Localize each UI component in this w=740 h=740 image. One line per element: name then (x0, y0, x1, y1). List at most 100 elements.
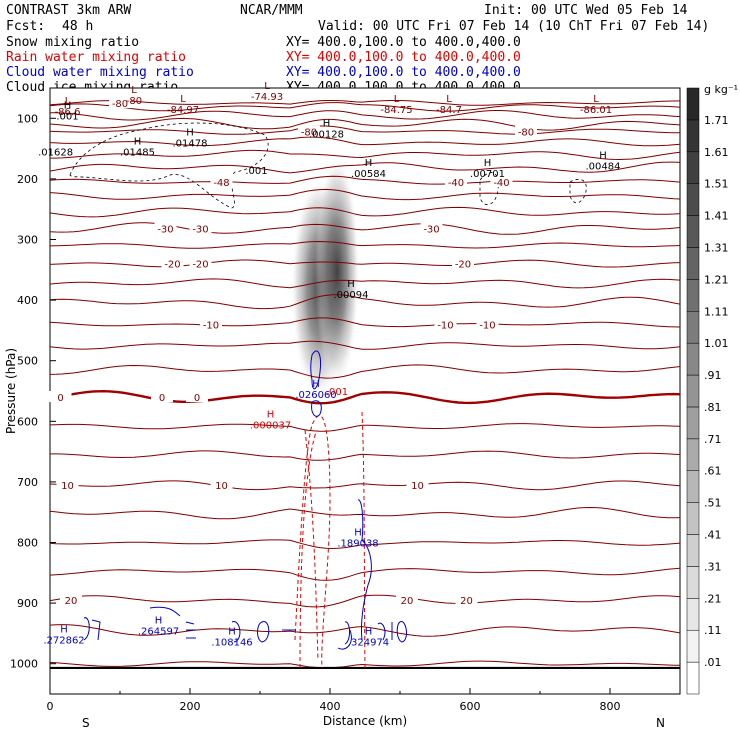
contour-label: -20 (192, 260, 208, 271)
extremum-value: .272862 (43, 635, 84, 646)
contour-label-bg (189, 257, 212, 269)
extremum-type: H (354, 528, 362, 539)
contour-label-bg (186, 391, 208, 403)
x-axis: 0 200 400 600 800 (47, 688, 621, 713)
cloud-water-contour (83, 606, 407, 645)
extremum-value: .00128 (309, 129, 344, 140)
contour-label: -10 (479, 320, 495, 331)
colorbar-swatch (686, 151, 700, 184)
temperature-isotherm (50, 110, 680, 121)
contour-label-bg (210, 175, 233, 187)
temperature-isotherm (50, 125, 680, 135)
contour-label-bg (420, 222, 443, 234)
temperature-isotherm (50, 340, 680, 350)
extremum-value: -80 (126, 96, 142, 107)
temperature-isotherm (50, 117, 680, 131)
rain-contour (294, 415, 331, 669)
snow-plume-core (315, 157, 359, 385)
extremum-type: H (134, 137, 142, 148)
x-axis-label: Distance (km) (323, 714, 407, 728)
colorbar-label: 1.11 (704, 305, 729, 318)
contour-label: 0 (194, 393, 200, 404)
temperature-isotherm (50, 294, 680, 310)
extremum-value: -84.97 (167, 105, 199, 116)
colorbar-swatch (686, 374, 700, 408)
extremum-type: L (180, 94, 186, 105)
contour-label: -40 (448, 178, 464, 189)
extremum-value: .189038 (337, 539, 378, 550)
extrema-markers: L-86.6L-80 L-84.97L-74.93 L-84.75L-84.7L-8… (38, 81, 620, 648)
colorbar-label: .91 (704, 369, 722, 382)
field-extent: XY= 400.0,100.0 to 400.0,400.0 (286, 35, 521, 50)
x-end-left: S (82, 716, 90, 730)
colorbar-label: 1.51 (704, 178, 729, 191)
colorbar-swatch (686, 438, 700, 471)
extremum-value: .01478 (173, 139, 208, 150)
contour-label-bg (476, 318, 499, 330)
x-tick-label: 0 (47, 700, 54, 713)
colorbar-swatch (686, 661, 700, 695)
extremum-value: .01628 (38, 148, 73, 159)
colorbar-label: .41 (704, 529, 722, 542)
extremum-type: H (323, 118, 331, 129)
center-title: NCAR/MMM (240, 3, 303, 18)
contour-label-bg (406, 478, 429, 490)
contour-label: -80 (518, 128, 534, 139)
temperature-isotherm (50, 317, 680, 328)
temperature-isotherm (50, 278, 680, 289)
y-tick-label: 1000 (10, 658, 38, 671)
x-tick-label: 200 (180, 700, 201, 713)
extremum-type: L (394, 94, 400, 105)
temperature-isotherm (50, 567, 680, 581)
field-name: Snow mixing ratio (6, 35, 139, 50)
temperature-isotherm (50, 188, 680, 201)
y-tick-label: 800 (17, 537, 38, 550)
colorbar-swatch (686, 279, 700, 312)
colorbar-label: 1.31 (704, 241, 729, 254)
field-extent: XY= 400.0,100.0 to 400.0,400.0 (286, 65, 521, 80)
temperature-isotherm (50, 161, 680, 174)
temperature-isotherm (50, 100, 680, 106)
field-name: Rain water mixing ratio (6, 50, 186, 65)
temperature-isotherm (50, 506, 680, 520)
extremum-value: .00701 (470, 169, 505, 180)
y-axis-label: Pressure (hPa) (4, 348, 18, 434)
extremum-type: H (484, 158, 492, 169)
contour-label: 0 (57, 393, 63, 404)
extremum-type: L (593, 94, 599, 105)
temperature-isotherm (50, 450, 680, 461)
cloud-water-contour (357, 499, 372, 641)
snow-plume (291, 157, 359, 398)
colorbar-swatch (686, 629, 700, 663)
y-tick-label: 500 (17, 355, 38, 368)
contour-label: -10 (203, 320, 219, 331)
extremum-value: -84.75 (380, 105, 412, 116)
extremum-value: .001 (326, 387, 348, 398)
contour-label-bg (56, 478, 79, 490)
y-tick-label: 700 (17, 476, 38, 489)
contour-label-bg (396, 594, 418, 606)
colorbar-label: .61 (704, 465, 722, 478)
contour-label-bg (490, 175, 513, 187)
y-tick-label: 300 (17, 234, 38, 247)
x-tick-label: 600 (460, 700, 481, 713)
colorbar-label: 1.21 (704, 273, 729, 286)
extremum-type: L (65, 96, 71, 107)
colorbar-label: 1.71 (704, 114, 729, 127)
cloud-water-contour (310, 350, 321, 390)
fcst-value: 48 h (62, 19, 93, 34)
y-tick-label: 900 (17, 597, 38, 610)
rain-contour (304, 429, 319, 661)
init-time: Init: 00 UTC Wed 05 Feb 14 (484, 3, 688, 18)
colorbar-label: .31 (704, 560, 722, 573)
contour-label-bg (109, 97, 131, 109)
contour-label: 20 (401, 596, 414, 607)
temperature-isotherm (50, 206, 680, 218)
extremum-type: L (264, 81, 270, 92)
colorbar-swatch (686, 87, 700, 121)
contour-label-bg (452, 257, 474, 269)
extremum-type: L (446, 94, 452, 105)
extremum-value: .026060 (295, 390, 336, 401)
y-tick-label: 100 (17, 112, 38, 125)
colorbar-swatch (686, 215, 700, 248)
